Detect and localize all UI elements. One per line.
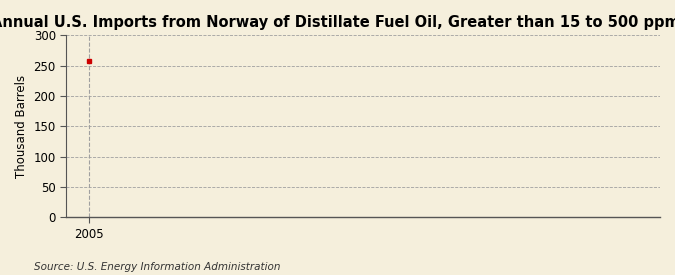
Text: Source: U.S. Energy Information Administration: Source: U.S. Energy Information Administ… [34, 262, 280, 272]
Title: Annual U.S. Imports from Norway of Distillate Fuel Oil, Greater than 15 to 500 p: Annual U.S. Imports from Norway of Disti… [0, 15, 675, 30]
Y-axis label: Thousand Barrels: Thousand Barrels [15, 75, 28, 178]
